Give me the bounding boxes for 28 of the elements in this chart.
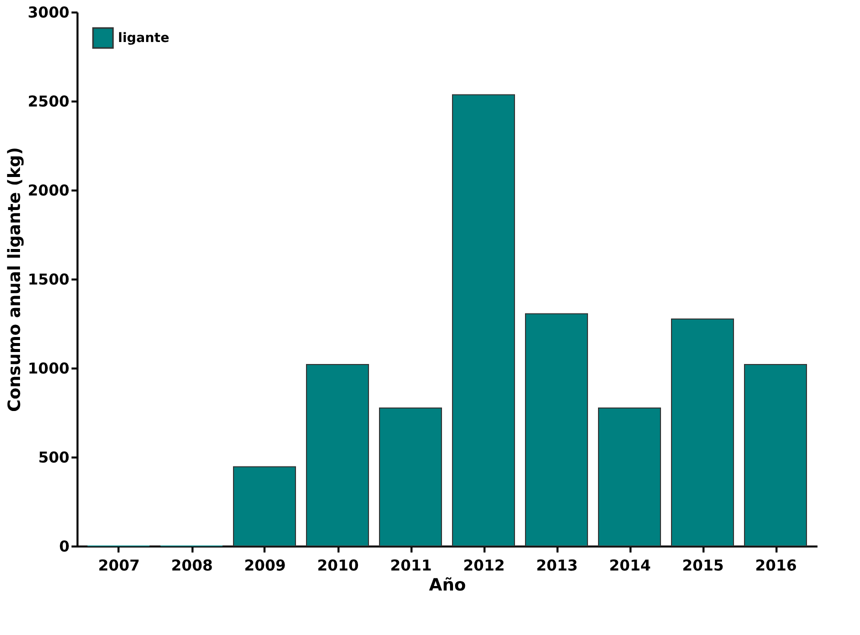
x-tick-label: 2011 bbox=[390, 556, 432, 574]
x-axis-title: Año bbox=[429, 576, 466, 596]
y-tick-label: 2500 bbox=[28, 92, 70, 110]
y-tick-label: 500 bbox=[38, 448, 70, 466]
bar bbox=[525, 313, 588, 546]
bar bbox=[306, 364, 369, 546]
legend-label: ligante bbox=[118, 31, 170, 46]
x-tick-label: 2007 bbox=[98, 556, 140, 574]
x-tick-label: 2013 bbox=[536, 556, 578, 574]
y-axis-title: Consumo anual ligante (kg) bbox=[4, 147, 25, 412]
y-tick-label: 1500 bbox=[28, 270, 70, 288]
x-tick-label: 2010 bbox=[317, 556, 359, 574]
x-tick-label: 2012 bbox=[463, 556, 505, 574]
y-tick-label: 0 bbox=[59, 538, 70, 556]
x-tick-label: 2008 bbox=[171, 556, 213, 574]
x-tick-label: 2014 bbox=[609, 556, 651, 574]
bar bbox=[671, 318, 734, 546]
bar bbox=[233, 466, 296, 546]
x-tick-label: 2015 bbox=[682, 556, 724, 574]
bar bbox=[598, 408, 661, 546]
bar bbox=[744, 364, 807, 546]
y-tick-label: 3000 bbox=[28, 4, 70, 22]
x-tick-label: 2016 bbox=[755, 556, 797, 574]
x-tick-label: 2009 bbox=[244, 556, 286, 574]
bar bbox=[379, 408, 442, 546]
y-tick-label: 1000 bbox=[28, 360, 70, 378]
y-tick-label: 2000 bbox=[28, 182, 70, 200]
bar bbox=[452, 94, 515, 546]
